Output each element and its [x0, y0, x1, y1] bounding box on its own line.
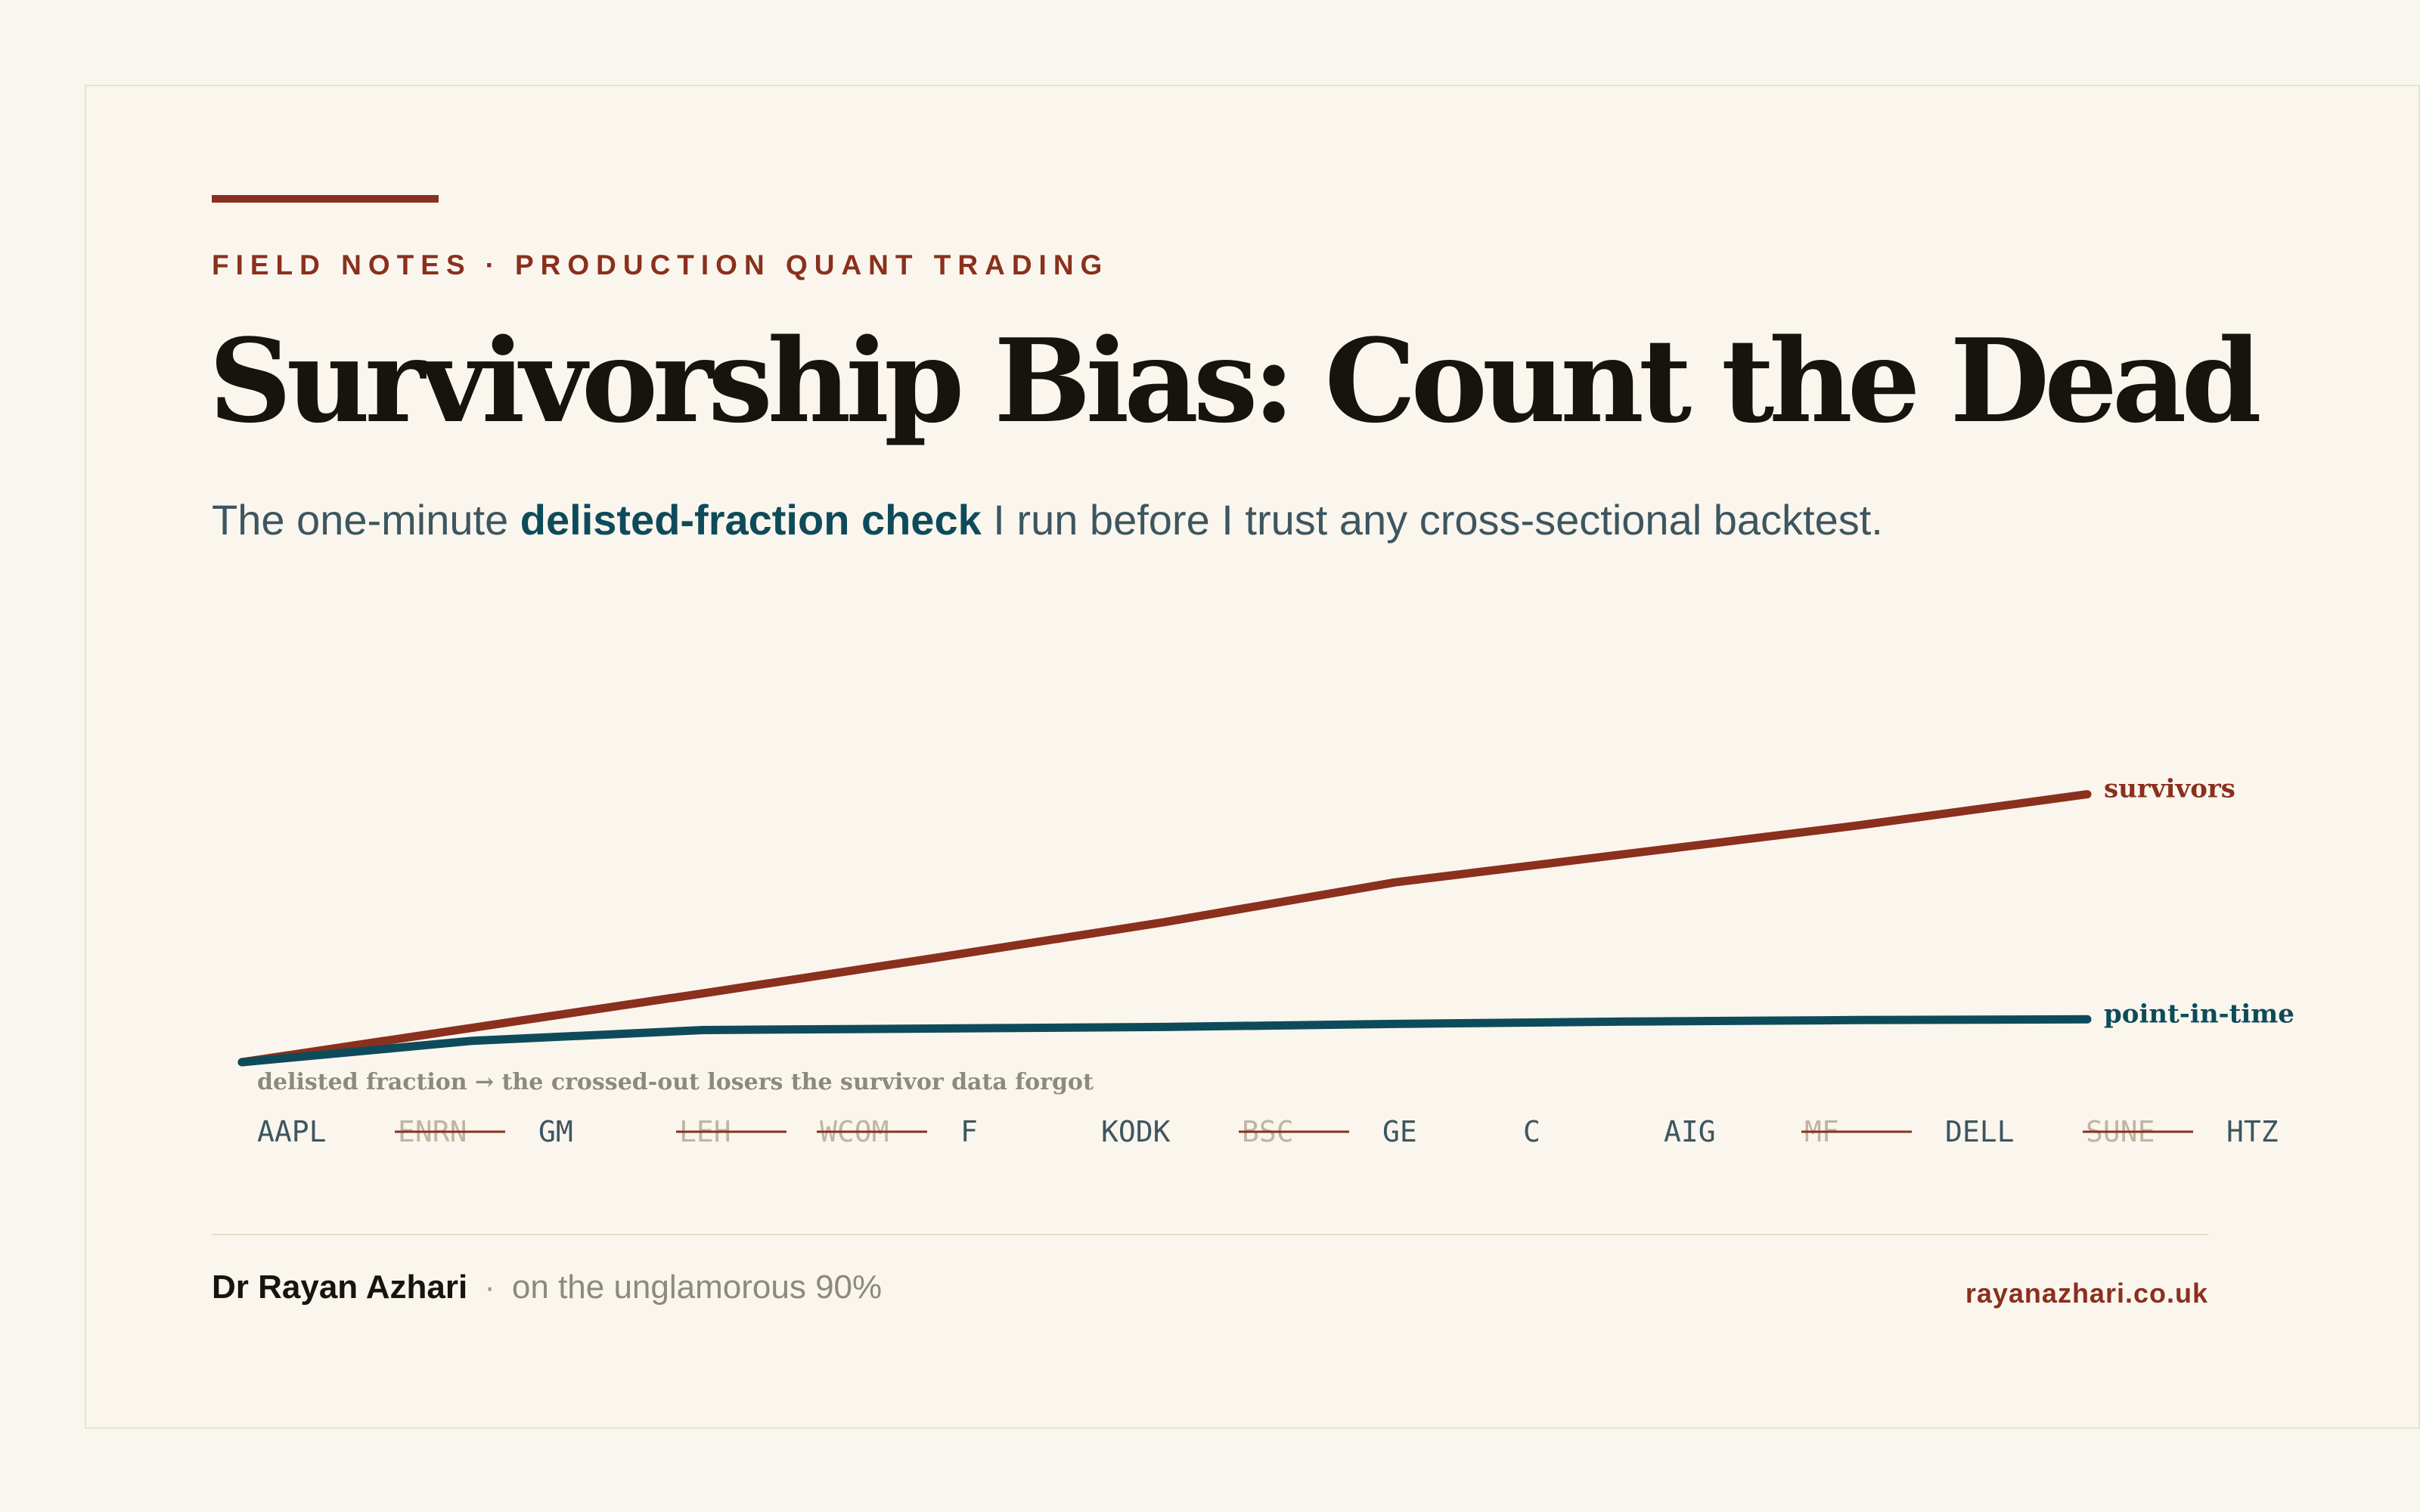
- byline-separator: ·: [484, 1269, 495, 1306]
- series-label-survivors: survivors: [2104, 774, 2235, 804]
- kicker: FIELD NOTES · PRODUCTION QUANT TRADING: [212, 249, 1109, 281]
- ticker-label: AAPL: [257, 1115, 327, 1148]
- accent-rule: [212, 195, 439, 203]
- ticker-label: KODK: [1101, 1115, 1171, 1148]
- ticker-label: F: [960, 1115, 978, 1148]
- series-line-survivors: [237, 790, 2092, 1067]
- subtitle-lead: The one-minute: [212, 496, 520, 544]
- kicker-separator: ·: [485, 249, 501, 280]
- author-name: Dr Rayan Azhari: [212, 1269, 468, 1306]
- subtitle-highlight: delisted-fraction check: [520, 496, 982, 544]
- ticker-label: AIG: [1664, 1115, 1716, 1148]
- ticker-label: C: [1523, 1115, 1540, 1148]
- kicker-topic: PRODUCTION QUANT TRADING: [514, 249, 1109, 280]
- page-title: Survivorship Bias: Count the Dead: [209, 313, 2262, 448]
- ticker-label: HTZ: [2226, 1115, 2279, 1148]
- chart-annotation: delisted fraction → the crossed-out lose…: [257, 1069, 1094, 1095]
- subtitle: The one-minute delisted-fraction check I…: [212, 495, 1883, 544]
- byline-tagline: on the unglamorous 90%: [511, 1269, 883, 1306]
- chart-ticker-axis: AAPL ENRN GM LEH WCOM F KODK BSC GE C AIG MF DELL SUN…: [257, 1115, 2279, 1148]
- series-label-point-in-time: point-in-time: [2104, 999, 2294, 1029]
- chart-lines: [237, 790, 2092, 1067]
- chart-series-labels: survivors point-in-time: [2104, 774, 2294, 1030]
- ticker-label: GE: [1382, 1115, 1417, 1148]
- ticker-label: DELL: [1945, 1115, 2015, 1148]
- byline: Dr Rayan Azhari · on the unglamorous 90%: [212, 1269, 882, 1306]
- kicker-series: FIELD NOTES: [212, 249, 472, 280]
- subtitle-tail: I run before I trust any cross-sectional…: [981, 496, 1883, 544]
- site-link[interactable]: rayanazhari.co.uk: [1965, 1278, 2208, 1309]
- footer-divider: [212, 1234, 2208, 1235]
- ticker-label: GM: [538, 1115, 573, 1148]
- card-frame: [85, 85, 2420, 1429]
- series-line-point-in-time: [237, 1015, 2092, 1067]
